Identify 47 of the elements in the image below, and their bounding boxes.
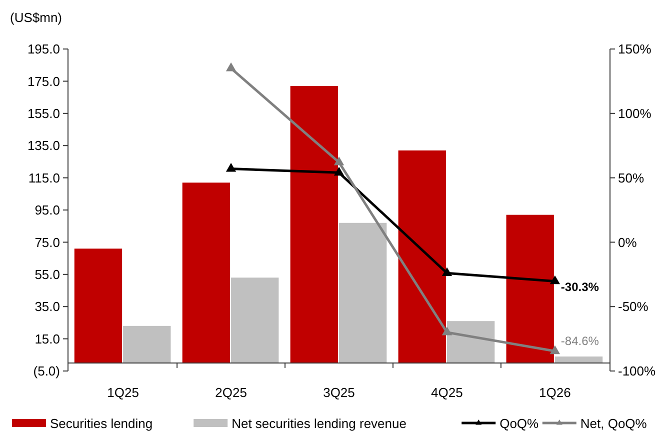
- legend-label: Net, QoQ%: [580, 416, 648, 431]
- y2-tick-label: 150%: [618, 42, 652, 57]
- y2-tick-label: 50%: [618, 170, 644, 186]
- bar: [182, 182, 230, 363]
- x-tick-label: 1Q25: [107, 385, 139, 400]
- bar: [506, 214, 554, 363]
- y2-tick-label: -100%: [618, 364, 656, 379]
- point: [442, 267, 452, 276]
- legend-label: QoQ%: [500, 416, 540, 431]
- y-axis-title: (US$mn): [10, 10, 62, 25]
- bar: [231, 278, 279, 363]
- point: [550, 345, 560, 354]
- x-tick-label: 2Q25: [215, 385, 247, 400]
- bar: [290, 86, 338, 363]
- point: [226, 62, 236, 72]
- point: [226, 162, 236, 172]
- y-tick-label: 115.0: [28, 170, 60, 186]
- y2-tick-label: -50%: [618, 299, 649, 314]
- y-tick-label: 95.0: [34, 202, 60, 218]
- point: [550, 275, 560, 284]
- data-label: -84.6%: [560, 334, 600, 348]
- y-tick-label: 35.0: [34, 299, 60, 314]
- y-tick-label: 195.0: [27, 42, 60, 57]
- y-tick-label: 55.0: [34, 266, 60, 282]
- y-tick-label: 155.0: [27, 106, 60, 121]
- point: [442, 326, 452, 336]
- y-tick-label: 75.0: [34, 234, 60, 250]
- point: [334, 156, 344, 166]
- x-tick-label: 3Q25: [323, 385, 355, 400]
- legend-label: Securities lending: [50, 416, 153, 431]
- bar: [339, 222, 387, 363]
- bar: [446, 321, 495, 363]
- y2-tick-label: 100%: [618, 106, 652, 121]
- y-tick-label: 175.0: [27, 74, 60, 89]
- x-tick-label: 1Q26: [539, 385, 571, 400]
- bar: [123, 326, 171, 363]
- bar: [398, 150, 446, 363]
- y-tick-label: (5.0): [33, 364, 60, 379]
- x-tick-label: 4Q25: [431, 385, 463, 400]
- point: [334, 166, 344, 176]
- y-tick-label: 135.0: [27, 138, 60, 154]
- bar: [74, 248, 122, 363]
- y-tick-label: 15.0: [34, 331, 60, 346]
- y2-tick-label: 0%: [618, 234, 638, 250]
- bar: [554, 356, 603, 363]
- legend-label: Net securities lending revenue: [232, 416, 406, 431]
- data-label: -30.3%: [560, 280, 600, 294]
